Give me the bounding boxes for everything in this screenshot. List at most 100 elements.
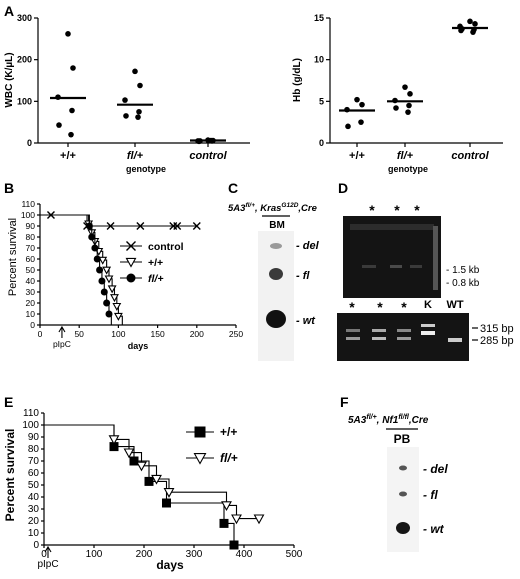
gel-d: * * * - 1.5 kb - 0.8 kb * * * K WT 315 b…: [337, 202, 514, 361]
data-point: [354, 96, 360, 103]
data-point: [359, 101, 365, 108]
series-line: [40, 214, 123, 325]
band-1-5kb: [410, 265, 422, 268]
y-tick-label: 10: [28, 528, 40, 539]
data-point: [109, 442, 119, 452]
x-tick-label: 100: [111, 329, 125, 339]
x-tick-label: control: [189, 150, 227, 162]
y-tick-label: 0: [33, 540, 39, 551]
data-point: [470, 29, 476, 35]
y-axis-label: Percent survival: [3, 429, 17, 522]
data-point: [68, 131, 74, 138]
data-point: [194, 426, 206, 438]
band-label-del: - del: [296, 240, 320, 252]
y-tick-label: 5: [319, 96, 324, 106]
legend-label: fl/+: [148, 273, 163, 285]
band-fl: [399, 491, 407, 497]
y-tick-label: 50: [28, 480, 40, 491]
data-point: [91, 244, 99, 252]
band-285: [397, 337, 411, 340]
data-point: [126, 273, 136, 283]
band-wt: [396, 522, 410, 534]
data-point: [192, 222, 201, 230]
gel-c-title: 5A3fl/+, KrasG12D,Cre: [228, 202, 318, 214]
data-point: [407, 91, 413, 97]
x-tick-label: 200: [136, 549, 153, 560]
y-tick-label: 100: [17, 96, 32, 106]
data-point: [56, 122, 62, 128]
data-point: [107, 285, 117, 294]
band-del: [270, 243, 282, 249]
band-315: [372, 329, 386, 332]
data-point: [125, 257, 137, 268]
hb-scatter-chart: Hb (g/dL) genotype 0 5 10 15 +/+ fl/+ control: [292, 13, 503, 174]
gel-f-blot: [387, 447, 419, 552]
y-tick-label: 110: [21, 199, 35, 209]
gel-f-title: 5A3fl/+, Nf1fl/fl,Cre: [348, 414, 429, 426]
data-point: [144, 476, 154, 486]
data-point: [105, 310, 113, 318]
x-tick-label: 250: [229, 329, 243, 339]
y-tick-label: 0: [27, 138, 32, 148]
x-tick-label: 200: [190, 329, 204, 339]
lane-label: PB: [394, 432, 411, 446]
data-point: [69, 107, 75, 114]
x-tick-label: fl/+: [127, 150, 144, 162]
data-point: [102, 266, 112, 275]
star-marker: *: [414, 202, 420, 218]
lane-label: BM: [269, 220, 285, 231]
band-285: [346, 337, 360, 340]
data-point: [132, 68, 138, 75]
band-285: [372, 337, 386, 340]
y-tick-label: 110: [23, 408, 39, 419]
pipc-arrow: [44, 545, 52, 558]
data-point: [85, 222, 93, 230]
data-point: [193, 453, 207, 465]
x-axis-label: days: [156, 558, 184, 572]
data-point: [405, 109, 411, 115]
y-tick-label: 200: [17, 55, 32, 65]
x-tick-label: fl/+: [397, 150, 414, 162]
star-marker: *: [394, 202, 400, 218]
data-point: [88, 233, 96, 241]
data-point: [123, 113, 129, 119]
y-tick-label: 50: [26, 265, 36, 275]
x-axis-label: genotype: [126, 164, 166, 174]
y-tick-label: 90: [26, 221, 36, 231]
y-axis-label: Percent survival: [7, 218, 19, 296]
y-tick-label: 70: [26, 243, 36, 253]
band-wt: [448, 338, 462, 342]
data-point: [110, 294, 119, 303]
panel-label-a: A: [4, 3, 14, 19]
band-wt: [266, 310, 286, 328]
data-point: [108, 435, 120, 446]
y-tick-label: 0: [30, 320, 35, 330]
data-point: [467, 18, 473, 25]
data-point: [151, 474, 162, 485]
y-tick-label: 30: [26, 287, 36, 297]
size-label-1-5kb: - 1.5 kb: [446, 265, 480, 276]
data-point: [122, 97, 128, 103]
data-point: [173, 222, 182, 230]
data-point: [135, 114, 141, 120]
legend-label: +/+: [148, 257, 163, 269]
data-point: [406, 102, 412, 109]
band-label-wt: - wt: [423, 522, 445, 536]
data-point: [137, 82, 143, 89]
data-point: [123, 448, 135, 459]
band-315: [397, 329, 411, 332]
data-point: [129, 456, 139, 466]
survival-chart-b: Percent survival days 010203040506070809…: [7, 199, 243, 351]
data-point: [65, 31, 71, 37]
pipc-arrow: [58, 325, 66, 338]
data-point: [136, 108, 142, 115]
data-point: [219, 518, 229, 528]
x-tick-label: +/+: [60, 150, 76, 162]
y-tick-label: 40: [26, 276, 36, 286]
data-point: [253, 514, 265, 525]
x-tick-label: 0: [41, 549, 47, 560]
x-tick-label: 0: [38, 329, 43, 339]
y-tick-label: 60: [28, 468, 40, 479]
y-tick-label: 60: [26, 254, 36, 264]
